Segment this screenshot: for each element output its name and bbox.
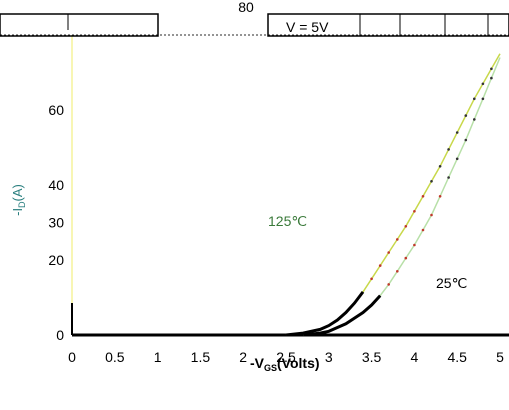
y-axis-label-sub: D	[17, 201, 27, 208]
x-tick-label: 2	[239, 349, 247, 365]
x-tick-label: 0.5	[105, 349, 125, 365]
y-tick-label: 20	[48, 252, 64, 268]
series-point-1	[455, 157, 459, 161]
series-knee-0	[285, 290, 365, 337]
series-point-0	[430, 180, 433, 183]
y-axis-label-main: -I	[10, 208, 25, 216]
legend-box-left	[0, 13, 159, 37]
annotation-125c: 125℃	[268, 213, 307, 229]
series-point-0	[404, 225, 408, 228]
series-point-0	[387, 251, 391, 254]
y-tick-label: 30	[48, 215, 64, 231]
series-point-0	[438, 165, 442, 168]
series-point-1	[438, 195, 442, 198]
series-point-1	[430, 213, 433, 217]
series-point-1	[464, 138, 468, 142]
y-tick-label: 60	[48, 102, 64, 118]
legend-box	[267, 13, 509, 37]
series-point-0	[370, 277, 373, 281]
x-tick-label: 1	[154, 349, 162, 365]
series-point-1	[413, 243, 416, 247]
x-tick-label: 1.5	[191, 349, 211, 365]
x-tick-label: 3	[325, 349, 333, 365]
series-point-1	[447, 176, 450, 179]
series-point-1	[421, 228, 425, 232]
x-tick-label: 4.5	[447, 349, 467, 365]
series-point-1	[473, 118, 476, 121]
series-point-0	[378, 264, 382, 267]
series-point-0	[464, 114, 468, 117]
y-axis-label-suffix: (A)	[10, 184, 25, 201]
x-tick-label: 2.5	[276, 349, 296, 365]
x-tick-labels: 0 0.5 1 1.5 2 2.5 3 3.5 4 4.5 5	[68, 349, 504, 365]
series-point-1	[387, 283, 391, 286]
y-axis-label: -ID(A)	[10, 184, 27, 216]
series-knee-1	[302, 294, 382, 337]
y-tick-label: 80	[238, 0, 254, 15]
series-point-0	[481, 82, 485, 86]
x-axis-label-main: -V	[250, 355, 265, 371]
x-axis-label-suffix: (Volts)	[277, 355, 320, 371]
y-tick-labels: 0 20 30 40 60 80	[48, 0, 254, 343]
y-tick-label: 40	[48, 177, 64, 193]
series-point-0	[473, 97, 476, 101]
x-axis-label: -VGS(Volts)	[250, 355, 320, 373]
x-tick-label: 4	[411, 349, 419, 365]
series-point-1	[481, 97, 485, 101]
series-point-0	[413, 210, 416, 213]
x-tick-label: 5	[496, 349, 504, 365]
series-point-0	[421, 195, 425, 198]
x-tick-label: 3.5	[362, 349, 382, 365]
x-axis-label-sub: GS	[264, 363, 277, 373]
legend-label: V = 5V	[286, 19, 329, 35]
series-point-0	[447, 148, 450, 151]
series-point-1	[396, 270, 399, 273]
series-point-1	[490, 76, 493, 80]
x-tick-label: 0	[68, 349, 76, 365]
series-layer	[285, 53, 501, 337]
annotation-25c: 25℃	[436, 275, 467, 291]
series-point-0	[396, 238, 399, 241]
y-tick-label: 0	[56, 327, 64, 343]
series-point-0	[490, 67, 493, 71]
series-point-0	[455, 131, 459, 134]
series-point-1	[404, 256, 408, 260]
